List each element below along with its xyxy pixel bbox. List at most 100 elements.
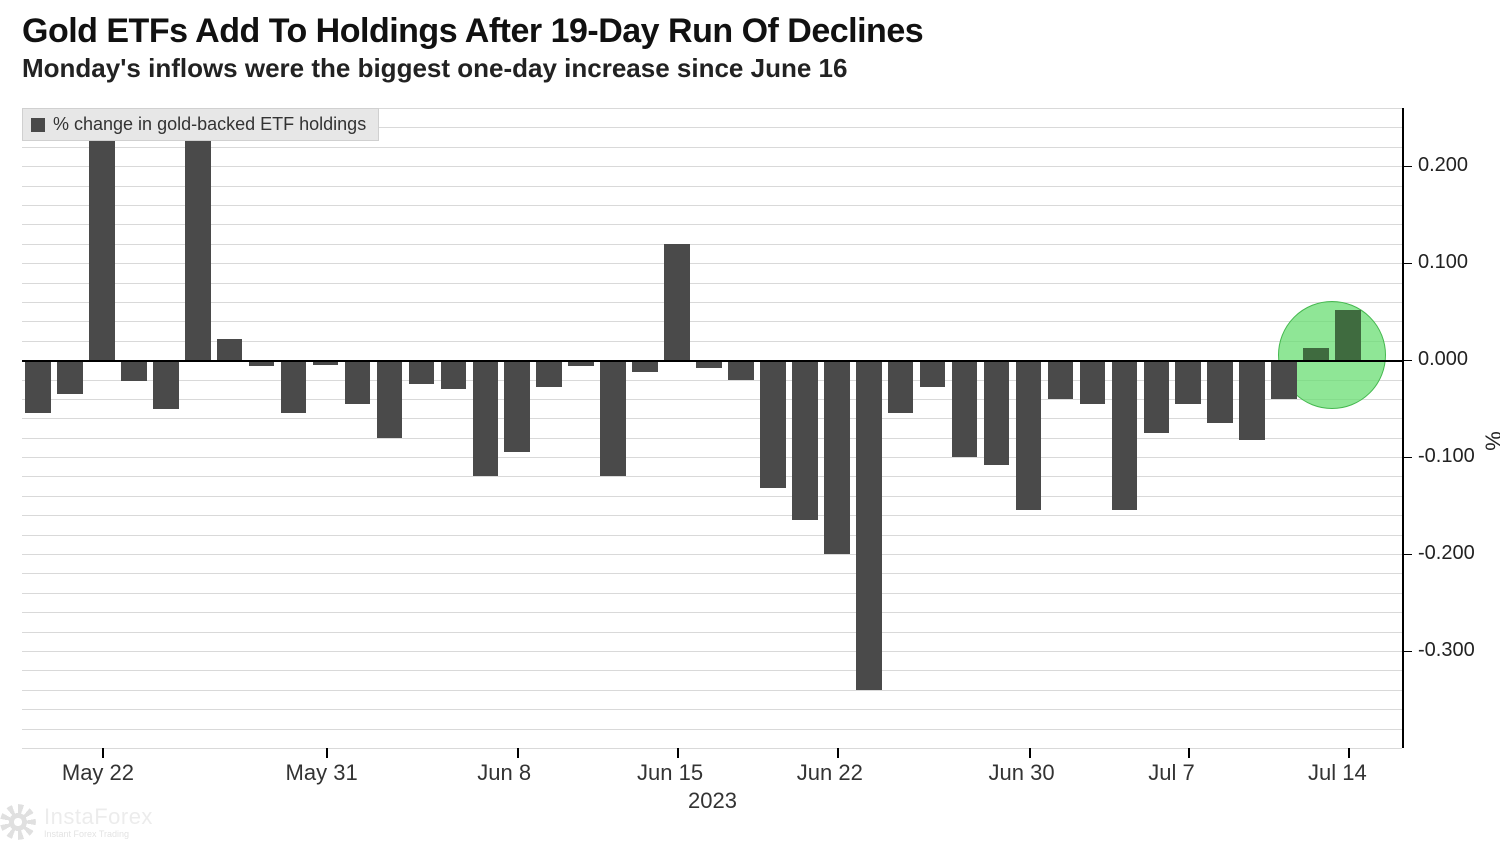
bar bbox=[89, 123, 115, 361]
bar bbox=[377, 360, 403, 438]
bar bbox=[1016, 360, 1042, 510]
bar bbox=[1239, 360, 1265, 440]
gridline bbox=[22, 729, 1402, 730]
x-tick bbox=[837, 748, 839, 758]
bar bbox=[1112, 360, 1138, 510]
gridline bbox=[22, 651, 1402, 652]
y-axis bbox=[1402, 108, 1404, 748]
legend-label: % change in gold-backed ETF holdings bbox=[53, 114, 366, 135]
x-tick-label: Jul 14 bbox=[1308, 760, 1367, 786]
gridline bbox=[22, 476, 1402, 477]
watermark-brand: InstaForex bbox=[44, 806, 153, 828]
bar bbox=[664, 244, 690, 360]
gridline bbox=[22, 496, 1402, 497]
gridline bbox=[22, 748, 1402, 749]
y-tick-label: 0.100 bbox=[1418, 251, 1468, 274]
bar bbox=[600, 360, 626, 476]
bar bbox=[217, 339, 243, 360]
plot-area: % change in gold-backed ETF holdings 0.2… bbox=[22, 108, 1402, 748]
bar bbox=[185, 118, 211, 360]
x-tick bbox=[1188, 748, 1190, 758]
gridline bbox=[22, 302, 1402, 303]
bar bbox=[57, 360, 83, 394]
gridline bbox=[22, 166, 1402, 167]
bar bbox=[1335, 310, 1361, 360]
chart-title: Gold ETFs Add To Holdings After 19-Day R… bbox=[22, 12, 1500, 51]
bar bbox=[984, 360, 1010, 465]
legend-swatch bbox=[31, 118, 45, 132]
x-tick bbox=[1348, 748, 1350, 758]
x-tick-label: May 31 bbox=[286, 760, 358, 786]
bar bbox=[473, 360, 499, 476]
x-tick bbox=[326, 748, 328, 758]
gridline bbox=[22, 573, 1402, 574]
bar bbox=[1207, 360, 1233, 423]
x-tick bbox=[1029, 748, 1031, 758]
bar bbox=[1303, 348, 1329, 360]
bar bbox=[121, 360, 147, 381]
gridline bbox=[22, 263, 1402, 264]
gridline bbox=[22, 457, 1402, 458]
bar bbox=[1048, 360, 1074, 399]
gridline bbox=[22, 632, 1402, 633]
y-axis-title: % bbox=[1481, 431, 1500, 451]
y-tick-label: -0.100 bbox=[1418, 445, 1475, 468]
x-tick-label: Jun 30 bbox=[989, 760, 1055, 786]
bar bbox=[1175, 360, 1201, 404]
y-tick-label: -0.300 bbox=[1418, 639, 1475, 662]
bar bbox=[281, 360, 307, 413]
x-tick-label: Jun 8 bbox=[477, 760, 531, 786]
gridline bbox=[22, 205, 1402, 206]
watermark: InstaForex Instant Forex Trading bbox=[0, 804, 153, 840]
gridline bbox=[22, 670, 1402, 671]
gridline bbox=[22, 593, 1402, 594]
gridline bbox=[22, 283, 1402, 284]
bar bbox=[1144, 360, 1170, 433]
y-tick-label: -0.200 bbox=[1418, 542, 1475, 565]
y-tick-label: 0.000 bbox=[1418, 348, 1468, 371]
chart-subtitle: Monday's inflows were the biggest one-da… bbox=[22, 53, 1500, 84]
watermark-tagline: Instant Forex Trading bbox=[44, 830, 153, 839]
bar bbox=[345, 360, 371, 404]
legend: % change in gold-backed ETF holdings bbox=[22, 108, 379, 141]
x-tick bbox=[102, 748, 104, 758]
gridline bbox=[22, 438, 1402, 439]
watermark-logo-icon bbox=[0, 804, 36, 840]
bar bbox=[792, 360, 818, 520]
bar bbox=[504, 360, 530, 452]
gridline bbox=[22, 612, 1402, 613]
gridline bbox=[22, 515, 1402, 516]
bar bbox=[536, 360, 562, 387]
gridline bbox=[22, 418, 1402, 419]
x-tick-label: Jun 15 bbox=[637, 760, 703, 786]
gridline bbox=[22, 709, 1402, 710]
bar bbox=[1271, 360, 1297, 399]
x-tick-label: Jun 22 bbox=[797, 760, 863, 786]
bar bbox=[920, 360, 946, 387]
gridline bbox=[22, 224, 1402, 225]
bar bbox=[856, 360, 882, 690]
bar bbox=[1080, 360, 1106, 404]
bar bbox=[153, 360, 179, 408]
y-tick-label: 0.200 bbox=[1418, 154, 1468, 177]
bar bbox=[760, 360, 786, 488]
gridline bbox=[22, 186, 1402, 187]
gridline bbox=[22, 244, 1402, 245]
x-tick bbox=[517, 748, 519, 758]
gridline bbox=[22, 554, 1402, 555]
x-tick-label: Jul 7 bbox=[1148, 760, 1194, 786]
gridline bbox=[22, 147, 1402, 148]
x-tick-label: May 22 bbox=[62, 760, 134, 786]
bar bbox=[888, 360, 914, 413]
x-axis-year: 2023 bbox=[688, 788, 737, 814]
bar bbox=[441, 360, 467, 389]
bar bbox=[25, 360, 51, 413]
zero-baseline bbox=[22, 360, 1402, 362]
gridline bbox=[22, 321, 1402, 322]
gridline bbox=[22, 535, 1402, 536]
bar bbox=[824, 360, 850, 554]
gridline bbox=[22, 690, 1402, 691]
chart-area: % change in gold-backed ETF holdings 0.2… bbox=[22, 108, 1402, 748]
bar bbox=[952, 360, 978, 457]
bar bbox=[409, 360, 435, 384]
